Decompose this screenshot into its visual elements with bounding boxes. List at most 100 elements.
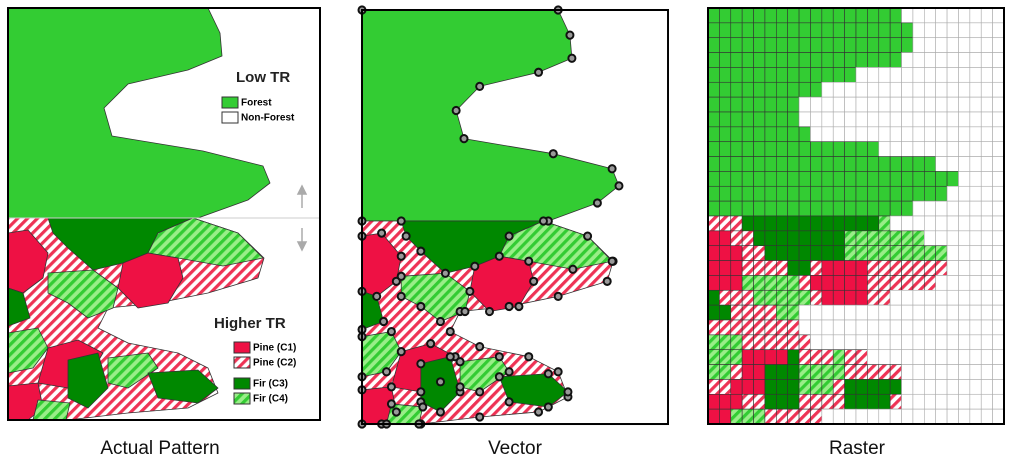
raster-cell: [844, 349, 857, 365]
raster-cell: [901, 408, 914, 425]
raster-cell: [719, 289, 732, 306]
raster-cell: [901, 22, 914, 39]
raster-cell: [764, 141, 777, 157]
raster-cell: [912, 126, 925, 143]
raster-cell: [855, 334, 868, 351]
raster-cell: [753, 126, 766, 143]
raster-cell: [821, 185, 834, 202]
raster-cell: [844, 319, 857, 336]
raster-cell: [901, 364, 914, 380]
raster-cell: [730, 126, 743, 143]
raster-cell: [844, 215, 857, 232]
raster-cell: [730, 171, 743, 187]
vertex: [416, 359, 426, 369]
vertex: [534, 407, 544, 417]
raster-cell: [776, 185, 788, 202]
raster-cell: [741, 393, 754, 410]
raster-cell: [924, 260, 936, 276]
raster-cell: [719, 230, 732, 247]
raster-cell: [741, 81, 754, 98]
raster-cell: [924, 393, 936, 410]
raster-cell: [969, 126, 982, 143]
raster-cell: [901, 275, 914, 291]
raster-cell: [719, 319, 732, 336]
raster-cell: [832, 22, 845, 39]
raster-cell: [798, 37, 811, 53]
raster-cell: [980, 245, 993, 261]
raster-cell: [980, 349, 993, 365]
panel-title: Raster: [829, 438, 886, 459]
raster-cell: [844, 393, 857, 410]
raster-cell: [821, 393, 834, 410]
legend-swatch: [221, 96, 239, 109]
raster-cell: [946, 230, 959, 247]
raster-cell: [889, 185, 902, 202]
raster-cell: [821, 408, 834, 425]
raster-cell: [946, 304, 959, 321]
vertex: [372, 291, 382, 302]
raster-cell: [980, 96, 993, 113]
raster-cell: [730, 67, 743, 83]
raster-cell: [707, 81, 720, 98]
raster-cell: [719, 393, 732, 410]
raster-cell: [889, 408, 902, 425]
vertex: [396, 271, 406, 281]
raster-cell: [946, 245, 959, 261]
raster-cell: [707, 393, 720, 410]
raster-cell: [764, 319, 777, 336]
raster-cell: [844, 171, 857, 187]
raster-cell: [776, 111, 788, 128]
raster-cell: [787, 379, 800, 395]
raster-cell: [889, 200, 902, 217]
raster-cell: [867, 230, 880, 247]
vertex: [435, 316, 445, 327]
vertex: [435, 377, 445, 387]
fir-c4: [47, 269, 119, 319]
raster-cell: [844, 67, 857, 83]
raster-cell: [798, 245, 811, 261]
raster-cell: [867, 319, 880, 336]
raster-cell: [741, 67, 754, 83]
raster-cell: [707, 126, 720, 143]
raster-cell: [810, 7, 823, 24]
raster-cell: [901, 171, 914, 187]
raster-cell: [980, 141, 993, 157]
raster-cell: [912, 37, 925, 53]
raster-cell: [730, 334, 743, 351]
raster-cell: [946, 215, 959, 232]
raster-cell: [924, 126, 936, 143]
legend-high: Higher TR Pine (C1) Pine (C2) Fir (C3) F…: [214, 315, 296, 405]
raster-cell: [730, 200, 743, 217]
raster-cell: [753, 379, 766, 395]
raster-cell: [776, 81, 788, 98]
raster-cell: [719, 67, 732, 83]
raster-cell: [810, 22, 823, 39]
raster-cell: [946, 22, 959, 39]
raster-cell: [753, 393, 766, 410]
raster-cell: [855, 319, 868, 336]
raster-cell: [810, 230, 823, 247]
vector-panel: [357, 5, 669, 429]
raster-cell: [901, 185, 914, 202]
raster-cell: [776, 22, 788, 39]
raster-cell: [958, 289, 971, 306]
raster-cell: [707, 260, 720, 276]
raster-cell: [776, 141, 788, 157]
raster-cell: [719, 275, 732, 291]
raster-cell: [741, 96, 754, 113]
raster-cell: [867, 275, 880, 291]
raster-cell: [832, 408, 845, 425]
vertex: [524, 256, 534, 266]
legend-swatch: [221, 111, 239, 124]
raster-cell: [924, 171, 936, 187]
raster-cell: [946, 364, 959, 380]
raster-cell: [753, 334, 766, 351]
raster-cell: [889, 22, 902, 39]
vertex: [494, 251, 504, 261]
raster-cell: [844, 304, 857, 321]
raster-cell: [901, 289, 914, 306]
raster-cell: [855, 111, 868, 128]
raster-cell: [969, 260, 982, 276]
raster-cell: [992, 7, 1005, 24]
raster-cell: [821, 275, 834, 291]
